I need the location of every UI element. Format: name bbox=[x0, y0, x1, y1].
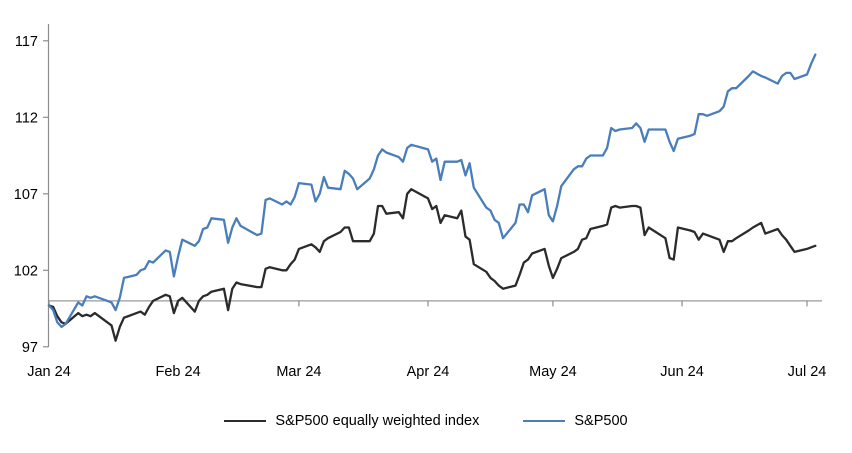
x-axis-tick-label: Jun 24 bbox=[660, 364, 704, 380]
x-axis-tick-label: Apr 24 bbox=[407, 364, 450, 380]
equal-weight-line-swatch-icon bbox=[224, 420, 267, 422]
sp500-line-swatch-icon bbox=[523, 420, 566, 422]
chart-legend: S&P500 equally weighted index S&P500 bbox=[0, 406, 852, 436]
legend-label-equal-weight: S&P500 equally weighted index bbox=[275, 413, 480, 429]
legend-item-sp500: S&P500 bbox=[523, 413, 628, 429]
legend-item-equal-weight: S&P500 equally weighted index bbox=[224, 413, 479, 429]
x-axis-tick-label: Jan 24 bbox=[27, 364, 71, 380]
y-axis-tick-label: 107 bbox=[14, 187, 38, 203]
x-axis-tick-label: Mar 24 bbox=[276, 364, 321, 380]
equal-weight-series-line bbox=[47, 188, 817, 342]
y-axis-tick-label: 102 bbox=[14, 263, 38, 279]
chart-canvas: Jan 24 Feb 24 Mar 24 Apr 24 May 24 Jun 24 Jul … bbox=[14, 24, 827, 380]
x-axis-tick-label: Feb 24 bbox=[156, 364, 201, 380]
x-axis-tick-label: Jul 24 bbox=[788, 364, 827, 380]
y-axis-tick-label: 117 bbox=[15, 34, 38, 50]
y-axis-tick-label: 97 bbox=[22, 340, 38, 356]
legend-label-sp500: S&P500 bbox=[574, 413, 628, 429]
x-axis-tick-label: May 24 bbox=[529, 364, 577, 380]
y-axis-tick-label: 112 bbox=[15, 110, 38, 126]
sp500-series-line bbox=[47, 53, 817, 329]
